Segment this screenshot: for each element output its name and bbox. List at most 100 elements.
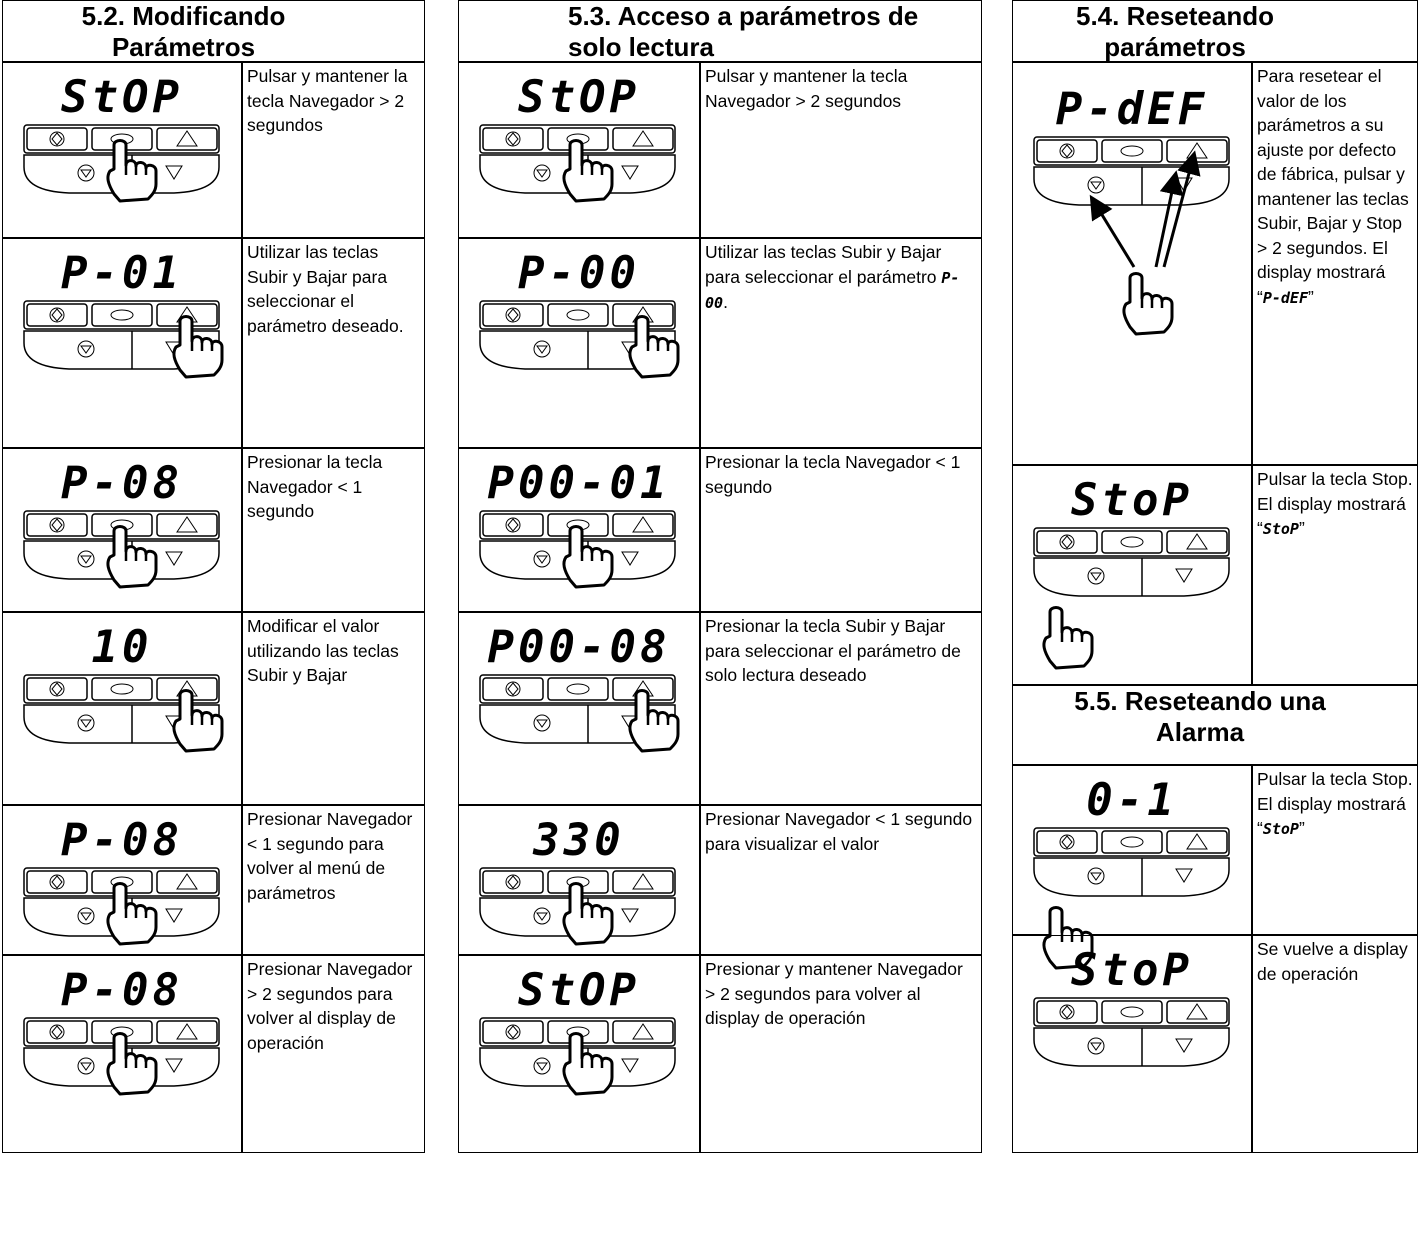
keypad-illustration [1033, 136, 1230, 336]
step-description: Presionar Navegador > 2 segundos para vo… [242, 957, 425, 1055]
cell-border [242, 805, 425, 955]
hand-icon [562, 525, 614, 589]
cell-border [700, 955, 982, 1153]
keypad-illustration [479, 510, 676, 589]
description-text: Presionar Navegador < 1 segundo para vol… [247, 809, 413, 903]
display-readout: P-08 [61, 458, 183, 509]
description-text: Presionar Navegador < 1 segundo para vis… [705, 809, 973, 854]
keypad-illustration [1033, 997, 1230, 1067]
description-text: Presionar y mantener Navegador > 2 segun… [705, 959, 963, 1028]
display-code: P-dEF [1262, 288, 1308, 307]
step-description: Presionar Navegador < 1 segundo para vis… [700, 807, 982, 856]
description-text: ” [1298, 518, 1305, 538]
hand-icon [106, 525, 158, 589]
description-text: Utilizar las teclas Subir y Bajar para s… [247, 242, 404, 336]
keypad-illustration [23, 674, 224, 753]
step-description: Pulsar y mantener la tecla Navegador > 2… [242, 64, 425, 138]
display-code: StoP [1262, 520, 1299, 538]
hand-icon [562, 139, 614, 203]
cell-border [242, 612, 425, 805]
cell-border [1012, 685, 1418, 765]
description-text: Pulsar la tecla Stop. El display mostrar… [1257, 469, 1413, 538]
hand-icon [106, 882, 158, 946]
cell-border [2, 0, 425, 62]
display-readout: P-dEF [1055, 84, 1209, 135]
display-code: P- 00 [705, 268, 960, 313]
cell-border [700, 805, 982, 955]
hand-icon [106, 1032, 158, 1096]
hand-icon [172, 689, 224, 753]
cell-border [1252, 62, 1418, 465]
cell-border [700, 612, 982, 805]
keypad-illustration [479, 1017, 676, 1096]
cell-border [2, 955, 242, 1153]
keypad-illustration [23, 1017, 220, 1096]
step-description: Utilizar las teclas Subir y Bajar para s… [700, 240, 982, 316]
display-readout: P00-01 [487, 458, 671, 509]
display-code: StoP [1262, 820, 1299, 838]
hand-icon [628, 315, 680, 379]
cell-border [2, 62, 242, 238]
cell-border [242, 238, 425, 448]
description-text: ” [1307, 286, 1314, 307]
display-readout: P-08 [61, 815, 183, 866]
cell-border [1012, 465, 1252, 685]
section-title: 5.2. Modificando Parámetros [81, 1, 286, 62]
description-text: ” [1298, 818, 1305, 838]
display-readout: 330 [533, 815, 625, 866]
display-readout: P-00 [518, 248, 640, 299]
cell-border [458, 805, 700, 955]
display-readout: StOP [518, 72, 640, 123]
display-readout: 10 [91, 622, 153, 673]
description-text: Se vuelve a display de operación [1257, 939, 1408, 984]
display-readout: 0-1 [1086, 775, 1178, 826]
step-description: Utilizar las teclas Subir y Bajar para s… [242, 240, 425, 338]
cell-border [242, 62, 425, 238]
hand-icon [562, 882, 614, 946]
hand-icon [1122, 272, 1174, 336]
cell-border [1252, 765, 1418, 935]
cell-border [1012, 0, 1418, 62]
cell-border [1252, 935, 1418, 1153]
cell-border [2, 612, 242, 805]
step-description: Presionar Navegador < 1 segundo para vol… [242, 807, 425, 905]
keypad-illustration [479, 674, 680, 753]
step-description: Pulsar la tecla Stop. El display mostrar… [1252, 467, 1418, 542]
section-title: 5.4. Reseteando parámetros [1076, 1, 1274, 62]
hand-icon [172, 315, 224, 379]
step-description: Pulsar y mantener la tecla Navegador > 2… [700, 64, 982, 113]
hand-icon [1042, 906, 1094, 970]
display-readout: StOP [61, 72, 183, 123]
description-text: Pulsar y mantener la tecla Navegador > 2… [705, 66, 908, 111]
hand-icon [562, 1032, 614, 1096]
cell-border [1012, 765, 1252, 935]
step-description: Pulsar la tecla Stop. El display mostrar… [1252, 767, 1418, 842]
cell-border [1252, 465, 1418, 685]
cell-border [458, 448, 700, 612]
description-text: Pulsar y mantener la tecla Navegador > 2… [247, 66, 408, 135]
step-description: Presionar la tecla Subir y Bajar para se… [700, 614, 982, 688]
keypad-illustration [23, 510, 220, 589]
cell-border [2, 805, 242, 955]
description-text: . [723, 292, 728, 312]
hand-icon [106, 139, 158, 203]
keypad-illustration [1033, 827, 1230, 970]
step-description: Presionar y mantener Navegador > 2 segun… [700, 957, 982, 1031]
description-text: Presionar la tecla Subir y Bajar para se… [705, 616, 961, 685]
hand-icon [1042, 606, 1094, 670]
cell-border [1012, 935, 1252, 1153]
description-text: Presionar Navegador > 2 segundos para vo… [247, 959, 413, 1053]
description-text: Presionar la tecla Navegador < 1 segundo [247, 452, 383, 521]
description-text: Presionar la tecla Navegador < 1 segundo [705, 452, 961, 497]
cell-border [2, 238, 242, 448]
description-text: Utilizar las teclas Subir y Bajar para s… [705, 242, 942, 287]
cell-border [242, 955, 425, 1153]
cell-border [700, 62, 982, 238]
description-text: Modificar el valor utilizando las teclas… [247, 616, 399, 685]
step-description: Para resetear el valor de los parámetros… [1252, 64, 1418, 310]
display-readout: StOP [518, 965, 640, 1016]
keypad-illustration [479, 124, 676, 203]
cell-border [458, 62, 700, 238]
hand-icon [628, 689, 680, 753]
display-readout: P00-08 [487, 622, 671, 673]
